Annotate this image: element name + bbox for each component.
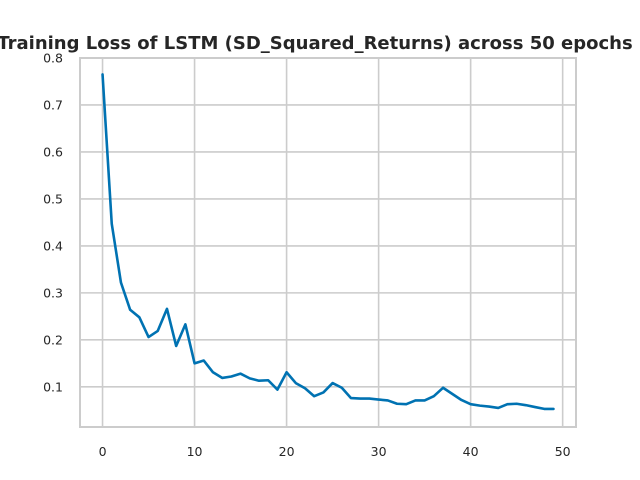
series-group [101,73,555,411]
x-tick-label: 20 [279,444,295,459]
chart-title: Training Loss of LSTM (SD_Squared_Return… [0,33,633,54]
x-tick-labels: 0 10 20 30 40 50 [99,444,571,459]
y-tick-label: 0.1 [43,379,63,394]
y-tick-label: 0.6 [43,144,63,159]
y-tick-label: 0.2 [43,332,63,347]
y-tick-label: 0.7 [43,97,63,112]
x-tick-label: 40 [463,444,479,459]
x-tick-label: 10 [187,444,203,459]
y-tick-labels: 0.1 0.2 0.3 0.4 0.5 0.6 0.7 0.8 [43,51,63,395]
y-tick-label: 0.4 [43,238,63,253]
x-tick-label: 30 [371,444,387,459]
x-tick-label: 0 [99,444,107,459]
x-tick-label: 50 [555,444,571,459]
y-tick-label: 0.5 [43,191,63,206]
plot-frame [79,57,577,428]
grid-lines [80,57,576,427]
y-tick-label: 0.8 [43,51,63,66]
y-tick-label: 0.3 [43,285,63,300]
loss-series-line [101,73,555,411]
